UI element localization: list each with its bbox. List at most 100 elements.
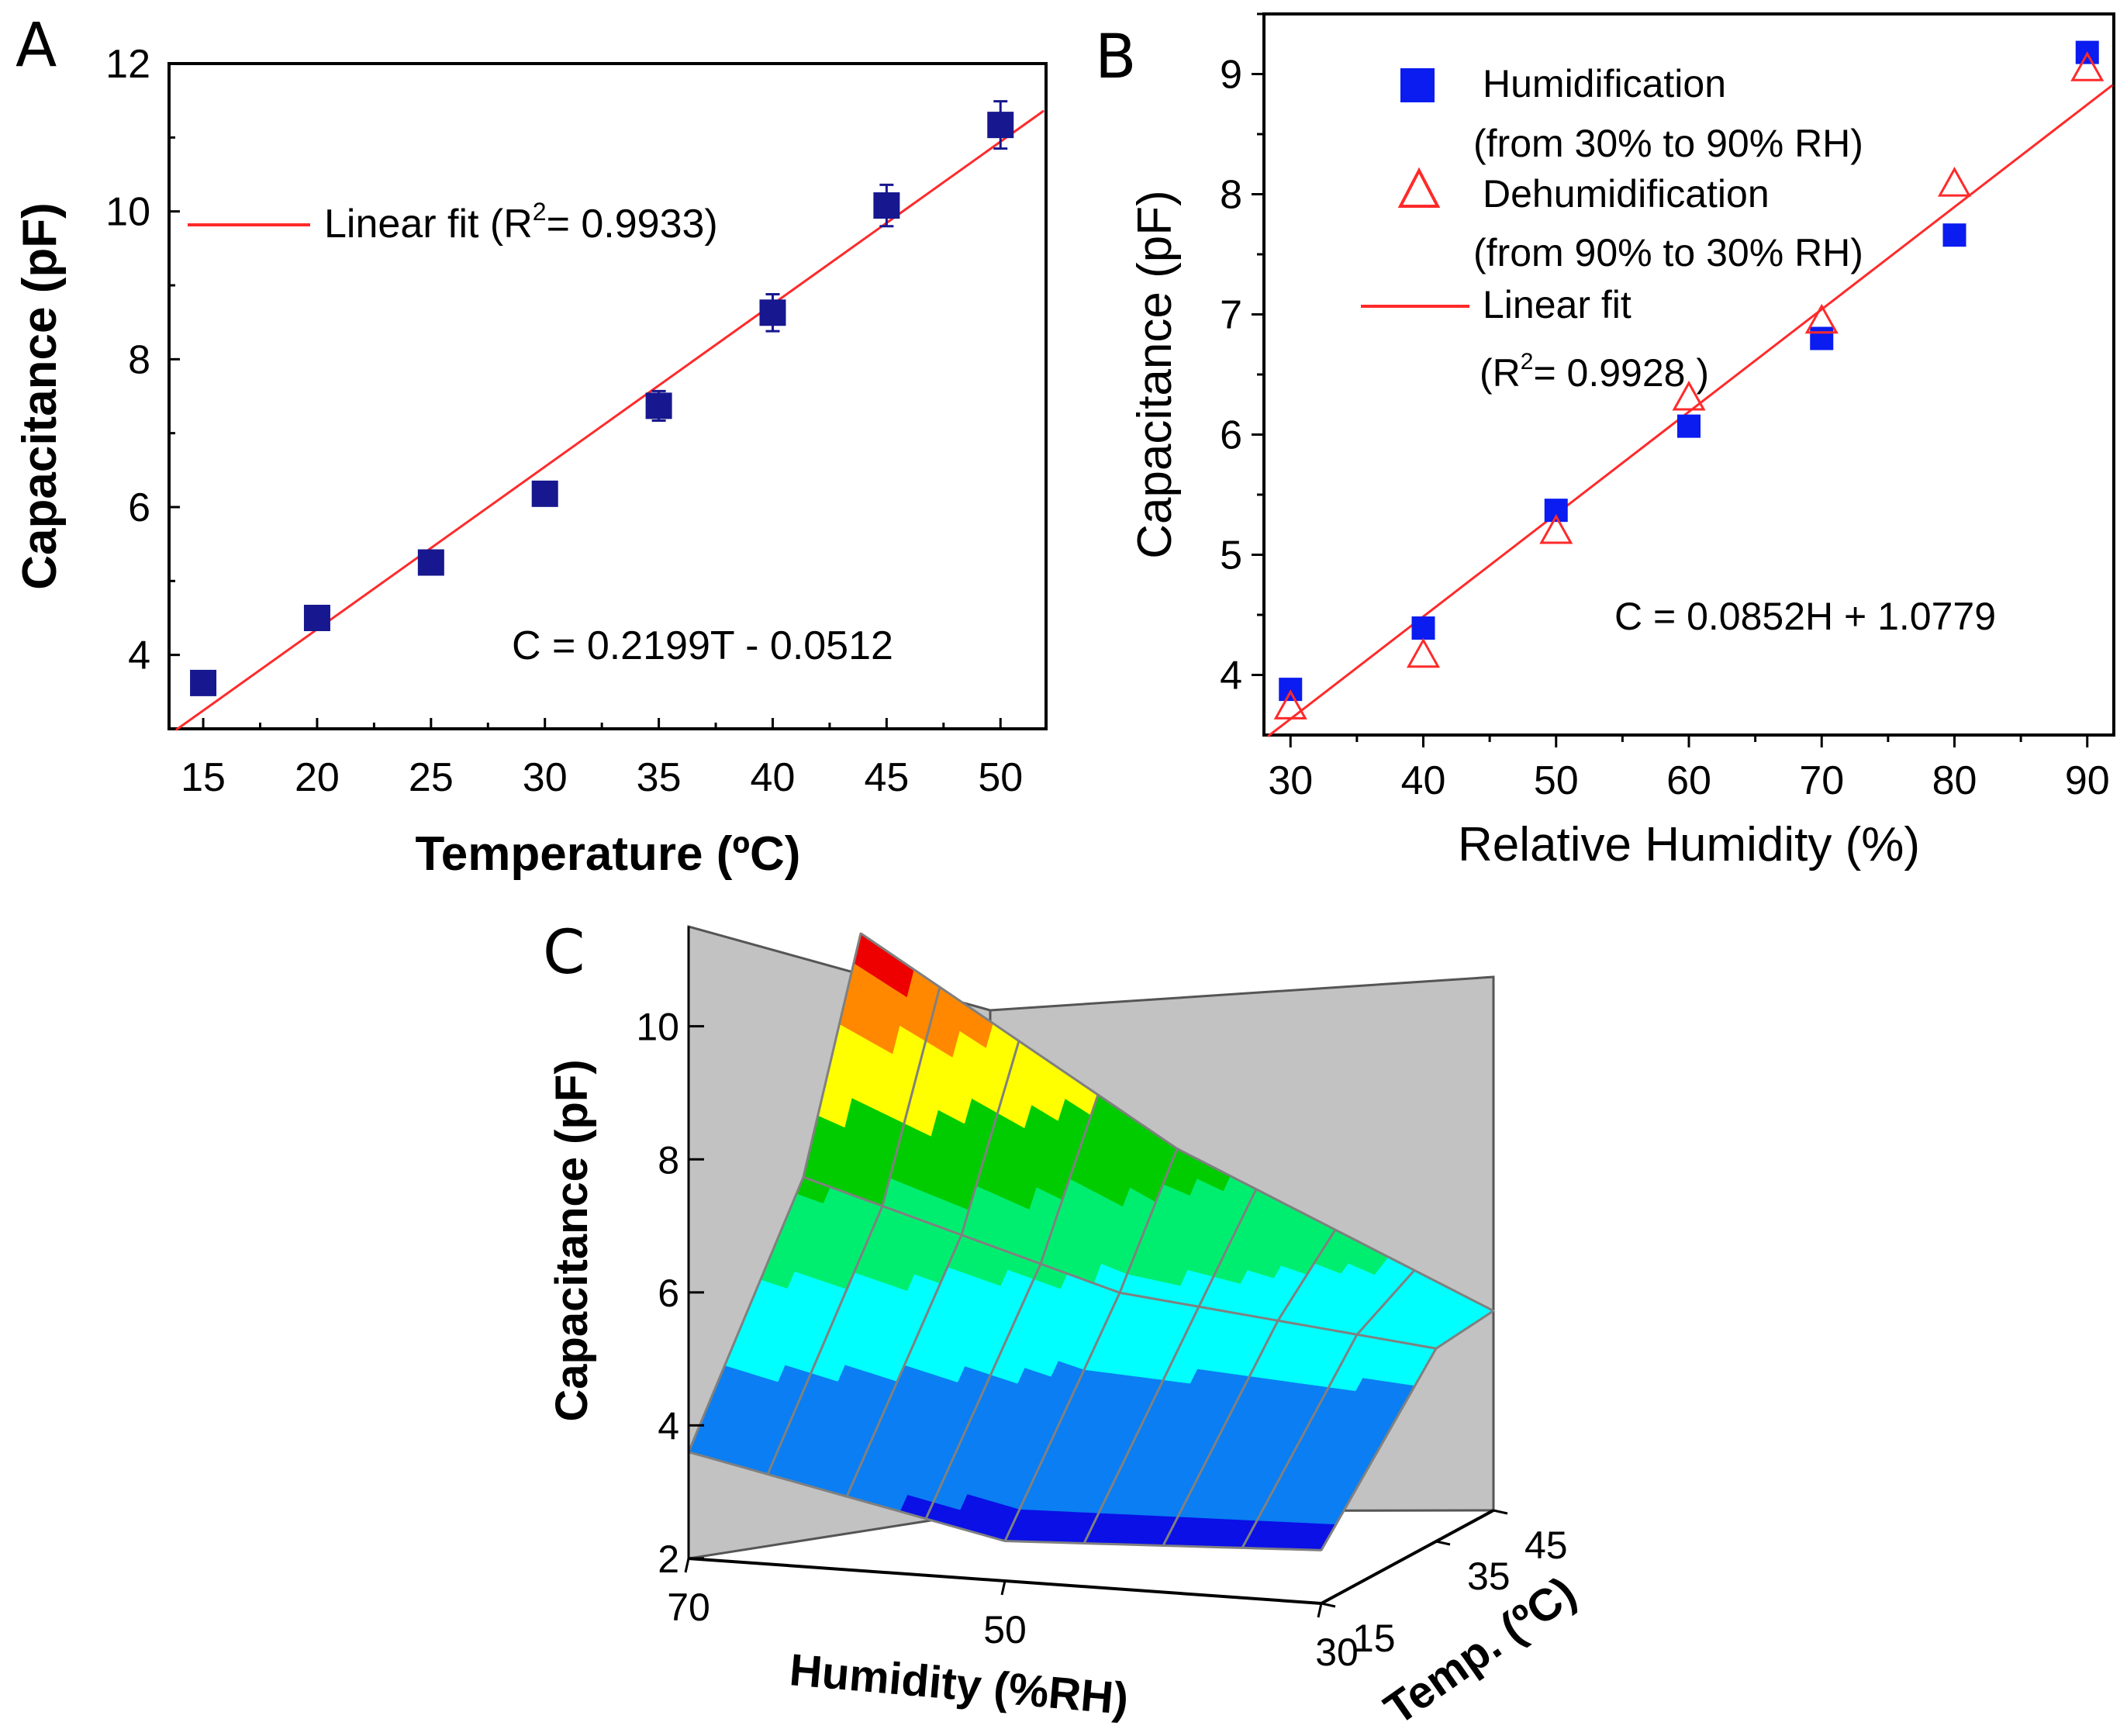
data-point-a — [303, 605, 330, 631]
surface-grid-temperature — [803, 1175, 1437, 1350]
x-tick-label-b: 90 — [2065, 758, 2110, 803]
legend-label-humidification: Humidification — [1483, 62, 1726, 105]
data-point-dehumidification — [1937, 167, 1972, 197]
data-point-dehumidification — [1672, 380, 1706, 411]
fit-line-b — [1267, 84, 2114, 737]
z-tick-label-c: 6 — [658, 1272, 679, 1315]
data-point-humidification — [1411, 616, 1435, 640]
x-tick-label-c: 70 — [667, 1586, 710, 1629]
legend-marker-dehumidification — [1397, 167, 1441, 208]
data-point-humidification — [1279, 678, 1303, 702]
x-tick-label-b: 50 — [1534, 758, 1579, 803]
legend-label-linear-fit-b: Linear fit — [1483, 283, 1632, 326]
y-tick-label-a: 8 — [128, 337, 150, 382]
data-point-a — [417, 549, 444, 576]
y-tick-label-a: 6 — [128, 485, 150, 530]
surface-grid-humidity — [766, 986, 941, 1475]
panel-letter-b: B — [1095, 22, 1137, 92]
y-tick-label-c: 35 — [1467, 1555, 1511, 1598]
data-point-humidification — [1810, 326, 1834, 350]
surface-grid-temperature — [860, 932, 1494, 1312]
panel-b: B 30 40 50 60 70 80 90 4 5 6 7 8 9 Humidification (… — [1095, 12, 2115, 871]
surface-grid-temperature — [688, 1451, 1322, 1551]
x-tick-label-c: 30 — [1315, 1631, 1359, 1674]
temperature-axis-line — [1321, 1509, 1494, 1605]
surface-grid-humidity — [845, 1041, 1020, 1497]
legend-label-dehumidification: Dehumidification — [1483, 172, 1770, 216]
x-tick-label-a: 45 — [864, 755, 909, 800]
y-tick-label-b: 8 — [1220, 173, 1242, 218]
x-tick-label-b: 70 — [1799, 758, 1844, 803]
x-tick-label-a: 20 — [295, 755, 340, 800]
fit-equation-b: C = 0.0852H + 1.0779 — [1614, 595, 1996, 638]
data-point-a — [759, 299, 786, 326]
surface-grid-humidity — [1003, 1148, 1179, 1542]
data-point-dehumidification — [2070, 51, 2105, 81]
y-tick-label-b: 5 — [1220, 533, 1242, 578]
legend-r2-b: (R2= 0.9928 ) — [1480, 349, 1709, 395]
x-axis-title-a: Temperature (ºC) — [416, 827, 801, 881]
data-point-a — [987, 112, 1014, 139]
panel-letter-a: A — [16, 11, 57, 81]
data-point-a — [190, 669, 217, 696]
y-tick-label-b: 4 — [1220, 654, 1242, 699]
x-tick-label-b: 80 — [1932, 758, 1977, 803]
x-tick-label-a: 15 — [181, 755, 226, 800]
y-tick-label-a: 4 — [128, 633, 150, 678]
x-tick-label-b: 60 — [1666, 758, 1711, 803]
data-point-a — [873, 192, 900, 219]
y-tick-label-c: 45 — [1524, 1524, 1568, 1567]
surface-grid-humidity — [1082, 1189, 1258, 1544]
legend-superscript: 2 — [533, 198, 547, 226]
y-tick-label-b: 9 — [1220, 53, 1242, 98]
z-tick-label-c: 8 — [658, 1138, 679, 1182]
x-tick-label-a: 35 — [637, 755, 682, 800]
y-tick-c — [1435, 1540, 1451, 1546]
x-tick-label-a: 50 — [978, 755, 1023, 800]
panel-letter-c: C — [543, 918, 585, 988]
x-tick-c — [684, 1558, 690, 1573]
x-axis-title-b: Relative Humidity (%) — [1458, 818, 1920, 871]
legend-superscript-b: 2 — [1521, 349, 1534, 374]
y-tick-label-b: 6 — [1220, 413, 1242, 458]
surface-grid-humidity — [924, 1094, 1100, 1520]
z-tick-label-c: 10 — [636, 1006, 679, 1049]
data-point-dehumidification — [1273, 689, 1307, 720]
data-point-humidification — [1677, 414, 1701, 438]
surface-grid-humidity — [1320, 1310, 1494, 1551]
x-tick-label-c: 50 — [983, 1608, 1027, 1651]
plot-frame-a — [167, 62, 1048, 730]
z-tick-label-c: 2 — [658, 1538, 679, 1581]
data-point-a — [645, 392, 672, 419]
x-axis-title-c: Humidity (%RH) — [788, 1645, 1131, 1724]
legend-note-humidification: (from 30% to 90% RH) — [1473, 122, 1863, 165]
surface-grid-humidity — [687, 933, 862, 1453]
data-point-dehumidification — [1539, 513, 1573, 544]
data-point-a — [531, 480, 558, 507]
y-axis-title-b: Capacitance (pF) — [1128, 190, 1182, 559]
y-tick-label-a: 12 — [105, 42, 150, 87]
z-tick-label-c: 4 — [658, 1404, 679, 1448]
surface-grid-humidity — [1241, 1269, 1416, 1549]
legend-marker-humidification — [1400, 68, 1435, 102]
y-tick-c — [1493, 1509, 1508, 1515]
data-point-humidification — [1942, 223, 1966, 247]
x-tick-label-b: 30 — [1268, 758, 1313, 803]
data-point-dehumidification — [1406, 637, 1441, 668]
fit-equation-a: C = 0.2199T - 0.0512 — [512, 623, 893, 668]
legend-label-linear-fit: Linear fit (R2= 0.9933) — [324, 198, 718, 247]
y-tick-label-b: 7 — [1220, 293, 1242, 338]
legend-note-dehumidification: (from 90% to 30% RH) — [1473, 231, 1863, 274]
y-tick-c — [1321, 1602, 1336, 1608]
y-tick-label-a: 10 — [105, 190, 150, 235]
y-axis-title-a: Capacitance (pF) — [13, 202, 67, 590]
x-tick-label-a: 40 — [751, 755, 796, 800]
data-point-dehumidification — [1804, 303, 1839, 334]
y-tick-label-c: 15 — [1352, 1617, 1396, 1660]
surface-grid-humidity — [1162, 1229, 1337, 1547]
x-tick-c — [1317, 1603, 1323, 1618]
z-axis-title-c: Capacitance (pF) — [547, 1059, 597, 1421]
panel-a: A 15 20 25 30 35 40 45 50 4 6 8 10 12 Linear fit (R… — [13, 11, 1048, 881]
